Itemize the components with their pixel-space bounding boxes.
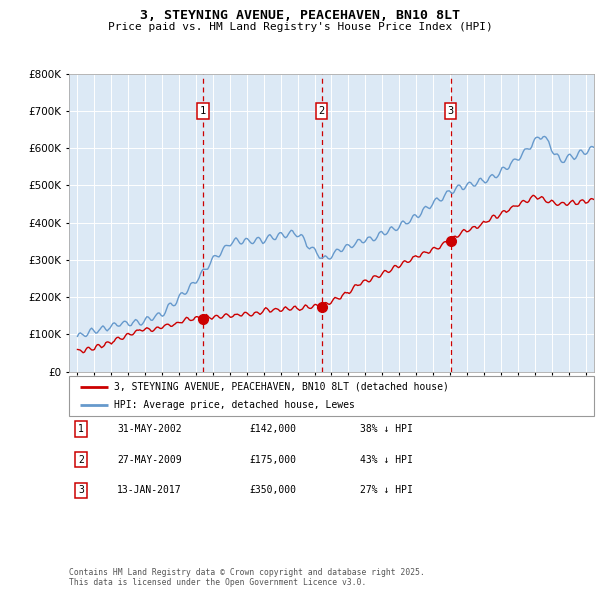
Text: 2: 2 bbox=[78, 455, 84, 464]
FancyBboxPatch shape bbox=[69, 376, 594, 416]
Text: 43% ↓ HPI: 43% ↓ HPI bbox=[360, 455, 413, 464]
Text: 1: 1 bbox=[200, 106, 206, 116]
Text: 2: 2 bbox=[319, 106, 325, 116]
Text: £142,000: £142,000 bbox=[249, 424, 296, 434]
Text: 1: 1 bbox=[78, 424, 84, 434]
Text: 38% ↓ HPI: 38% ↓ HPI bbox=[360, 424, 413, 434]
Text: £175,000: £175,000 bbox=[249, 455, 296, 464]
Text: 3, STEYNING AVENUE, PEACEHAVEN, BN10 8LT: 3, STEYNING AVENUE, PEACEHAVEN, BN10 8LT bbox=[140, 9, 460, 22]
Text: 13-JAN-2017: 13-JAN-2017 bbox=[117, 486, 182, 495]
Text: 31-MAY-2002: 31-MAY-2002 bbox=[117, 424, 182, 434]
Text: 27% ↓ HPI: 27% ↓ HPI bbox=[360, 486, 413, 495]
Text: 27-MAY-2009: 27-MAY-2009 bbox=[117, 455, 182, 464]
Text: Price paid vs. HM Land Registry's House Price Index (HPI): Price paid vs. HM Land Registry's House … bbox=[107, 22, 493, 32]
Text: 3: 3 bbox=[448, 106, 454, 116]
Text: 3, STEYNING AVENUE, PEACEHAVEN, BN10 8LT (detached house): 3, STEYNING AVENUE, PEACEHAVEN, BN10 8LT… bbox=[113, 382, 449, 392]
Text: 3: 3 bbox=[78, 486, 84, 495]
Text: £350,000: £350,000 bbox=[249, 486, 296, 495]
Text: Contains HM Land Registry data © Crown copyright and database right 2025.
This d: Contains HM Land Registry data © Crown c… bbox=[69, 568, 425, 587]
Text: HPI: Average price, detached house, Lewes: HPI: Average price, detached house, Lewe… bbox=[113, 400, 355, 410]
